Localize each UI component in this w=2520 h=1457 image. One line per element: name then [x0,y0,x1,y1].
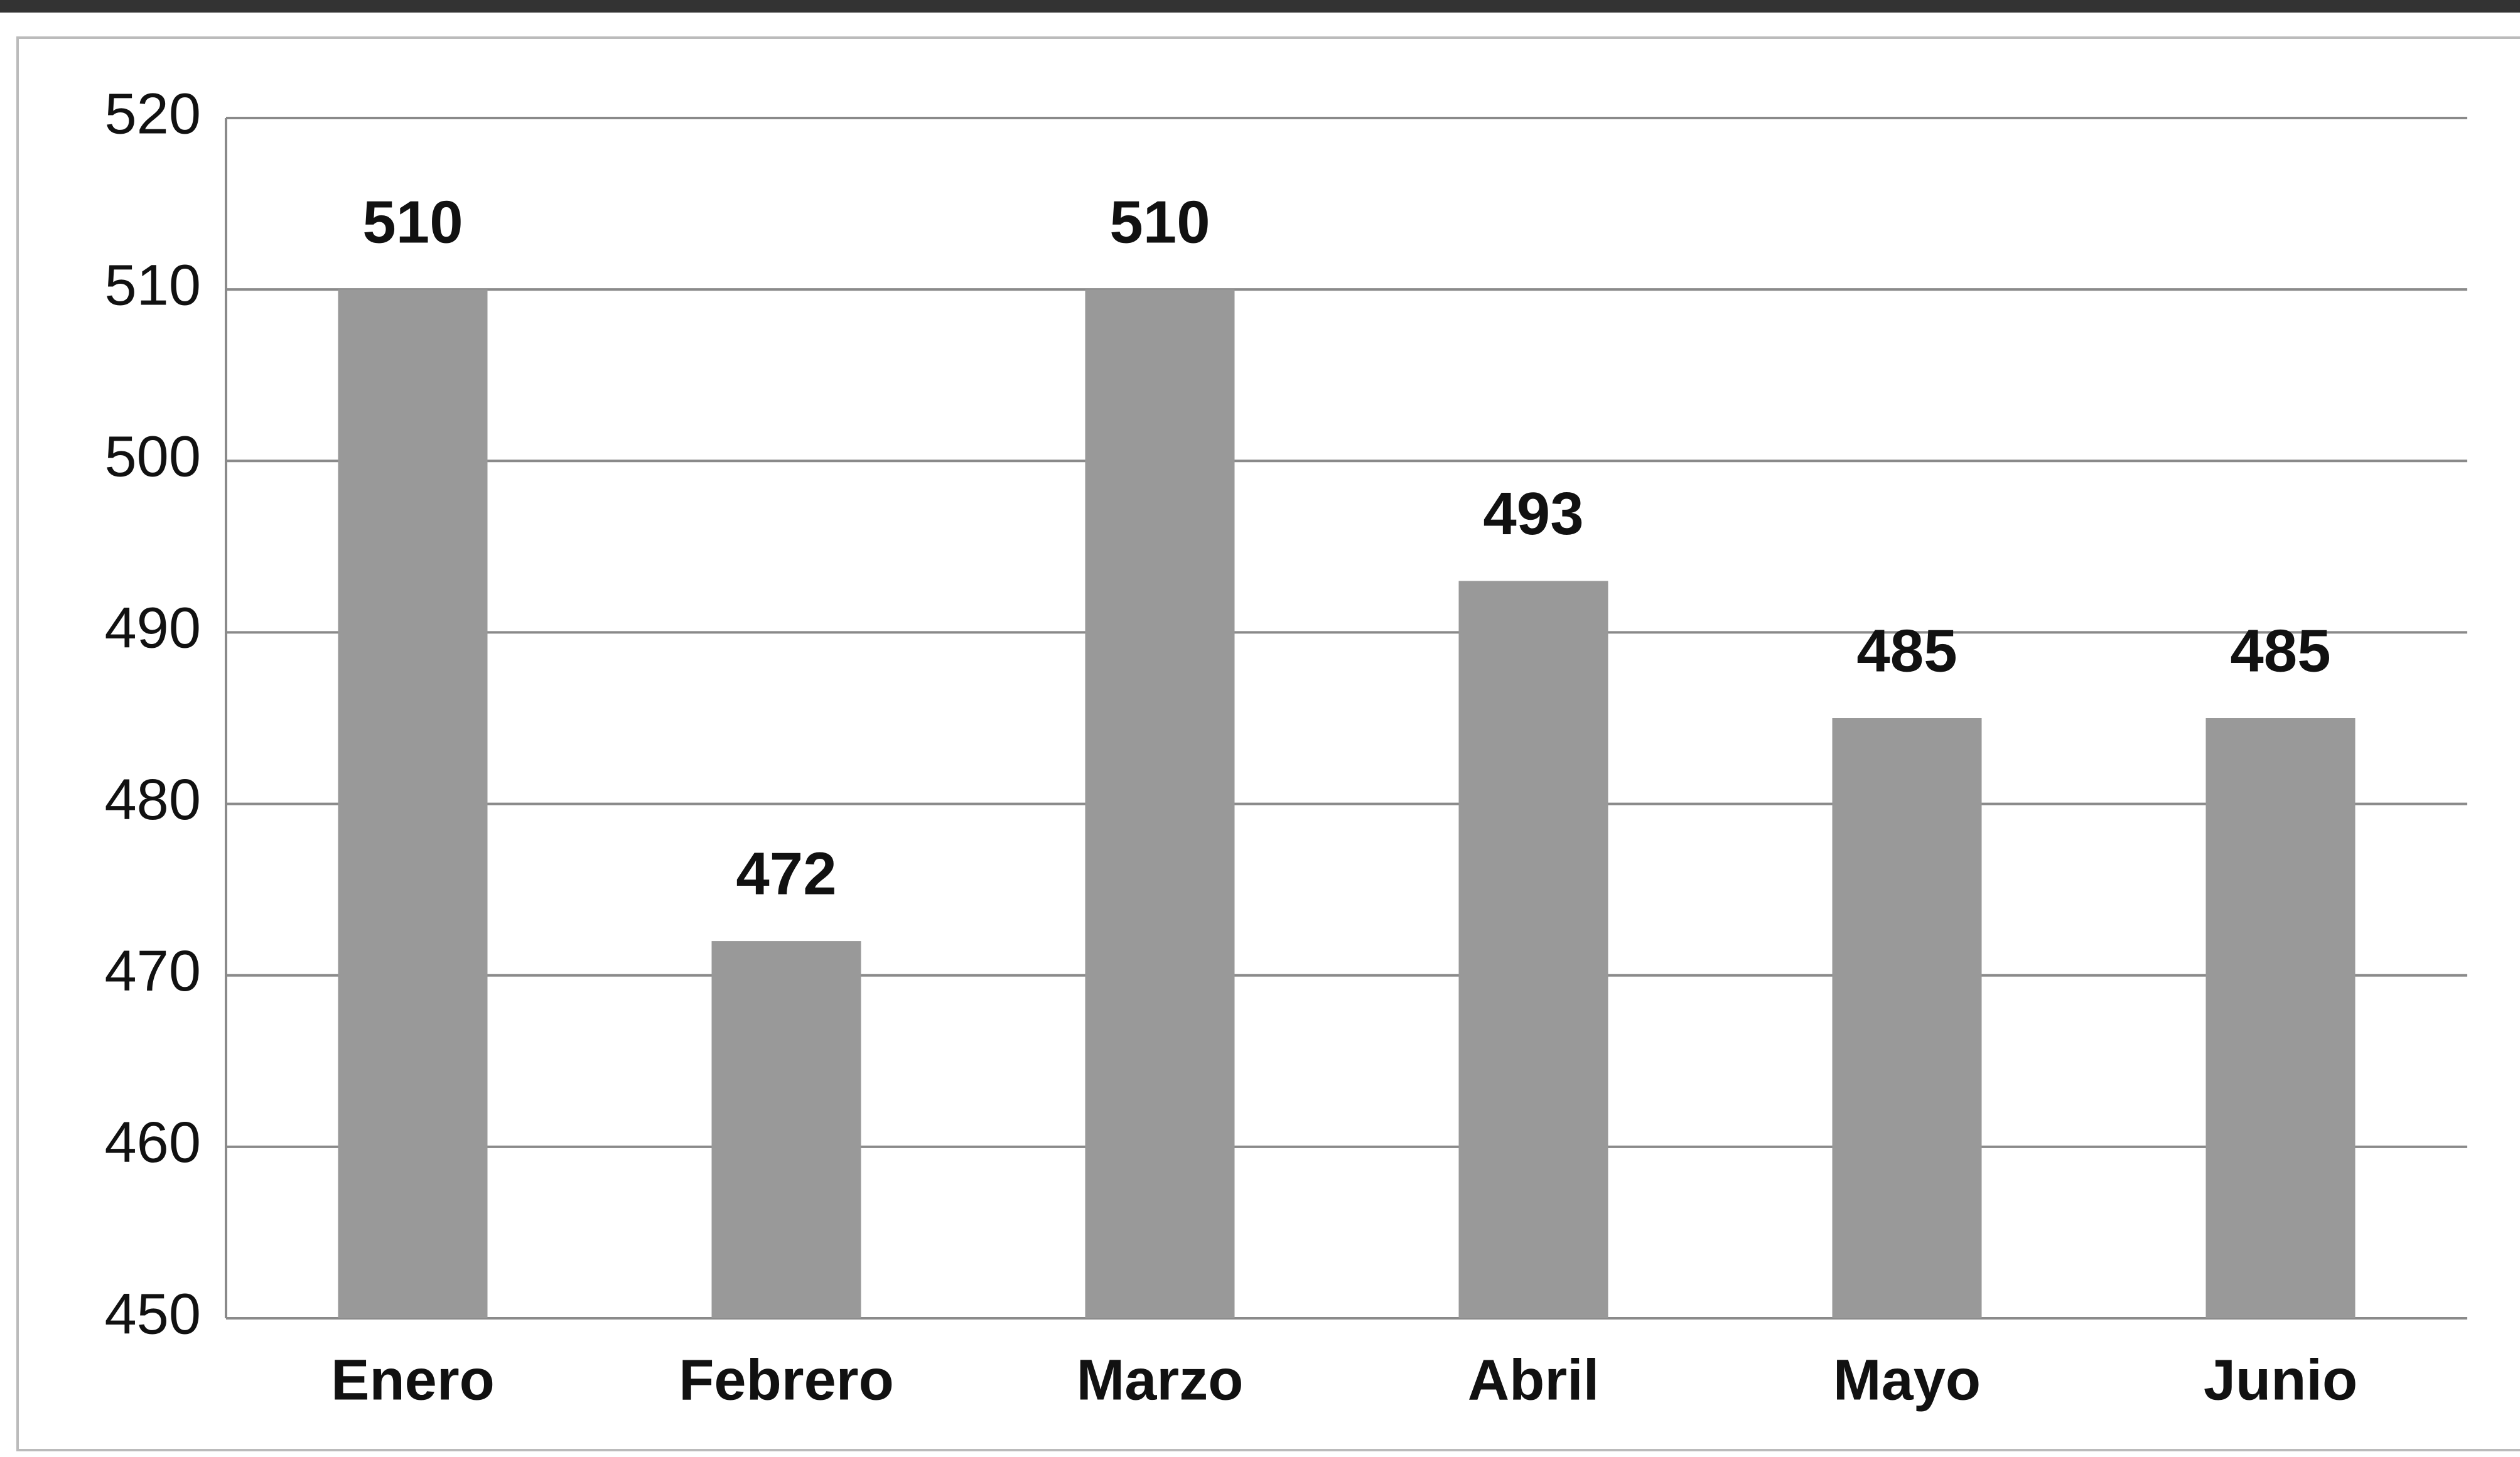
y-tick-label: 510 [105,253,202,317]
bar [1458,581,1608,1318]
bar [1085,289,1235,1319]
bar [1832,718,1982,1318]
data-label: 485 [2230,617,2330,684]
data-label: 472 [736,840,836,907]
x-tick-label: Marzo [1077,1348,1244,1412]
x-tick-label: Junio [2204,1348,2357,1412]
y-tick-label: 450 [105,1282,202,1346]
data-label: 510 [362,189,463,256]
bar [2205,718,2356,1318]
data-label: 485 [1856,617,1957,684]
y-tick-label: 460 [105,1110,202,1175]
bar [338,289,488,1319]
x-tick-label: Enero [331,1348,495,1412]
y-tick-label: 490 [105,596,202,660]
x-tick-label: Abril [1468,1348,1600,1412]
top-strip [0,0,2520,13]
data-label: 493 [1483,480,1583,547]
x-tick-label: Febrero [679,1348,894,1412]
y-tick-label: 480 [105,768,202,832]
y-tick-label: 520 [105,82,202,146]
y-tick-label: 500 [105,425,202,489]
data-label: 510 [1109,189,1210,256]
x-tick-label: Mayo [1833,1348,1981,1412]
chart-frame [16,36,2520,1451]
bar [711,941,861,1318]
y-tick-label: 470 [105,939,202,1003]
